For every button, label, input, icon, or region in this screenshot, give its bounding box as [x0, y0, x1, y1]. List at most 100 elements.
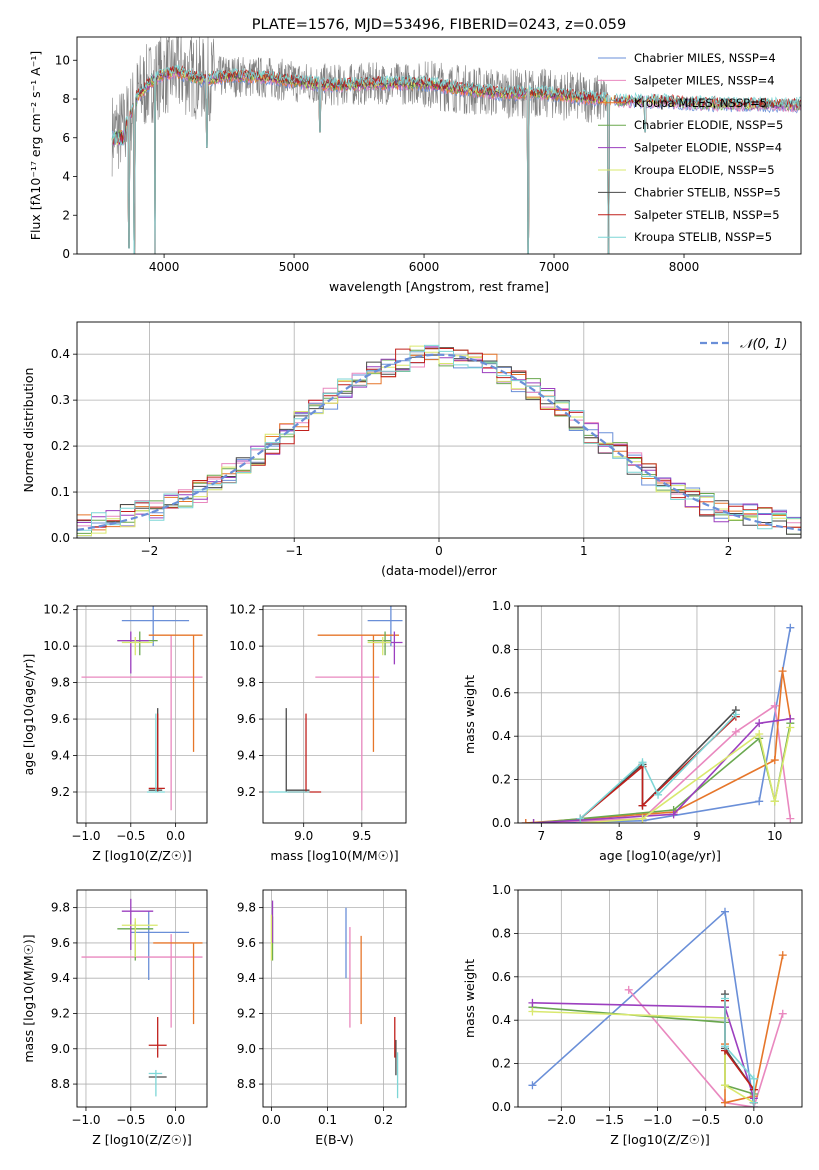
y-tick-label: 0.8 [492, 926, 511, 940]
x-tick-label: 4000 [149, 260, 180, 274]
x-tick-label: −0.5 [691, 1113, 720, 1127]
x-tick-label: 8000 [669, 260, 700, 274]
x-tick-label: 8 [615, 829, 623, 843]
x-tick-label: −0.5 [116, 829, 145, 843]
x-tick-label: 9.5 [352, 829, 371, 843]
y-tick-label: 9.8 [237, 901, 256, 915]
y-tick-label: 0 [62, 247, 70, 261]
data-point [528, 1007, 537, 1016]
y-tick-label: 9.4 [237, 971, 256, 985]
series-line [532, 1010, 755, 1104]
data-point [786, 814, 795, 823]
legend-label: 𝒩(0, 1) [740, 337, 787, 352]
y-tick-label: 9.0 [51, 1042, 70, 1056]
spectrum-model-8 [111, 64, 801, 254]
residual-hist-5 [77, 345, 801, 537]
series-line [533, 718, 791, 823]
data-point [720, 1042, 729, 1051]
y-tick-label: 0.0 [51, 531, 70, 545]
x-tick-label: 0.0 [166, 1113, 185, 1127]
plot-area [528, 907, 787, 1107]
data-point [778, 667, 787, 676]
data-point [749, 1074, 758, 1083]
data-point [755, 719, 764, 728]
x-tick-label: 0.0 [262, 1113, 281, 1127]
data-point [529, 819, 538, 823]
series-line [579, 709, 737, 820]
y-tick-label: 4 [62, 170, 70, 184]
y-tick-label: 9.6 [51, 936, 70, 950]
x-tick-label: −1 [285, 544, 303, 558]
panel-age-vs-Z: −1.0 −0.5 0.0 9.2 9.4 9.6 9.8 10.0 10.2 Z [log10(… [21, 603, 208, 863]
series-line [579, 713, 737, 820]
plot-area [81, 606, 203, 811]
residual-hist-8 [77, 344, 801, 531]
y-tick-label: 9.2 [237, 785, 256, 799]
plot-area [270, 900, 399, 1099]
y-tick-label: 2 [62, 208, 70, 222]
y-tick-label: 9.2 [237, 1006, 256, 1020]
x-tick-label: 9 [693, 829, 701, 843]
data-point [654, 790, 663, 799]
data-point [755, 730, 764, 739]
legend-label: Salpeter STELIB, NSSP=5 [634, 208, 780, 222]
x-axis-label: (data-model)/error [381, 563, 498, 578]
data-point [786, 714, 795, 723]
panel-age-vs-mass: 9.0 9.5 9.2 9.4 9.6 9.8 10.0 10.2 mass [log10(M/… [229, 603, 407, 863]
y-tick-label: 0.2 [51, 439, 70, 453]
legend-label: Kroupa MILES, NSSP=5 [634, 96, 767, 110]
y-tick-label: 10 [55, 53, 70, 67]
x-tick-label: 1 [580, 544, 588, 558]
data-point [638, 801, 647, 810]
y-tick-label: 9.6 [237, 712, 256, 726]
axes-frame [76, 36, 802, 255]
y-tick-label: 1.0 [492, 599, 511, 613]
y-tick-label: 10.0 [229, 639, 256, 653]
x-tick-label: 0 [435, 544, 443, 558]
data-point [521, 819, 530, 823]
data-point [638, 758, 647, 767]
x-tick-label: 0.0 [744, 1113, 763, 1127]
data-point [576, 814, 585, 823]
gaussian-curve [77, 353, 801, 531]
y-tick-label: 0.3 [51, 393, 70, 407]
y-tick-label: 9.4 [51, 971, 70, 985]
y-tick-label: 9.2 [51, 1006, 70, 1020]
data-point [720, 1081, 729, 1090]
legend-label: Salpeter ELODIE, NSSP=4 [634, 141, 782, 155]
x-tick-label: 10 [767, 829, 782, 843]
y-tick-label: 0.4 [51, 347, 70, 361]
y-tick-label: 9.0 [237, 1042, 256, 1056]
series-line [525, 627, 792, 823]
x-tick-label: −2 [141, 544, 159, 558]
data-point [778, 1009, 787, 1018]
y-tick-label: 0.4 [492, 729, 511, 743]
data-point [786, 723, 795, 732]
y-tick-label: 10.2 [43, 603, 70, 617]
y-tick-label: 0.1 [51, 485, 70, 499]
data-point [528, 1081, 537, 1090]
x-tick-label: −1.0 [71, 829, 100, 843]
x-axis-label: Z [log10(Z/Z☉)] [92, 1132, 192, 1147]
data-point [786, 623, 795, 632]
x-tick-label: −1.0 [643, 1113, 672, 1127]
y-tick-label: 0.6 [492, 686, 511, 700]
y-tick-label: 0.2 [492, 1057, 511, 1071]
y-tick-label: 9.8 [51, 676, 70, 690]
data-point [528, 998, 537, 1007]
axes-frame [76, 889, 208, 1108]
x-axis-label: Z [log10(Z/Z☉)] [92, 848, 192, 863]
data-point [770, 797, 779, 806]
x-axis-label: mass [log10(M/M☉)] [270, 848, 398, 863]
y-axis-label: Normed distribution [21, 368, 36, 493]
series-line [724, 998, 755, 1103]
y-tick-label: 10.2 [229, 603, 256, 617]
y-tick-label: 0.4 [492, 1013, 511, 1027]
y-tick-label: 8.8 [237, 1077, 256, 1091]
y-tick-label: 0.6 [492, 970, 511, 984]
y-axis-label: mass [log10(M/M☉)] [21, 934, 36, 1062]
y-tick-label: 9.8 [237, 676, 256, 690]
data-point [770, 756, 779, 765]
y-tick-label: 9.4 [237, 749, 256, 763]
series-line [533, 723, 792, 823]
